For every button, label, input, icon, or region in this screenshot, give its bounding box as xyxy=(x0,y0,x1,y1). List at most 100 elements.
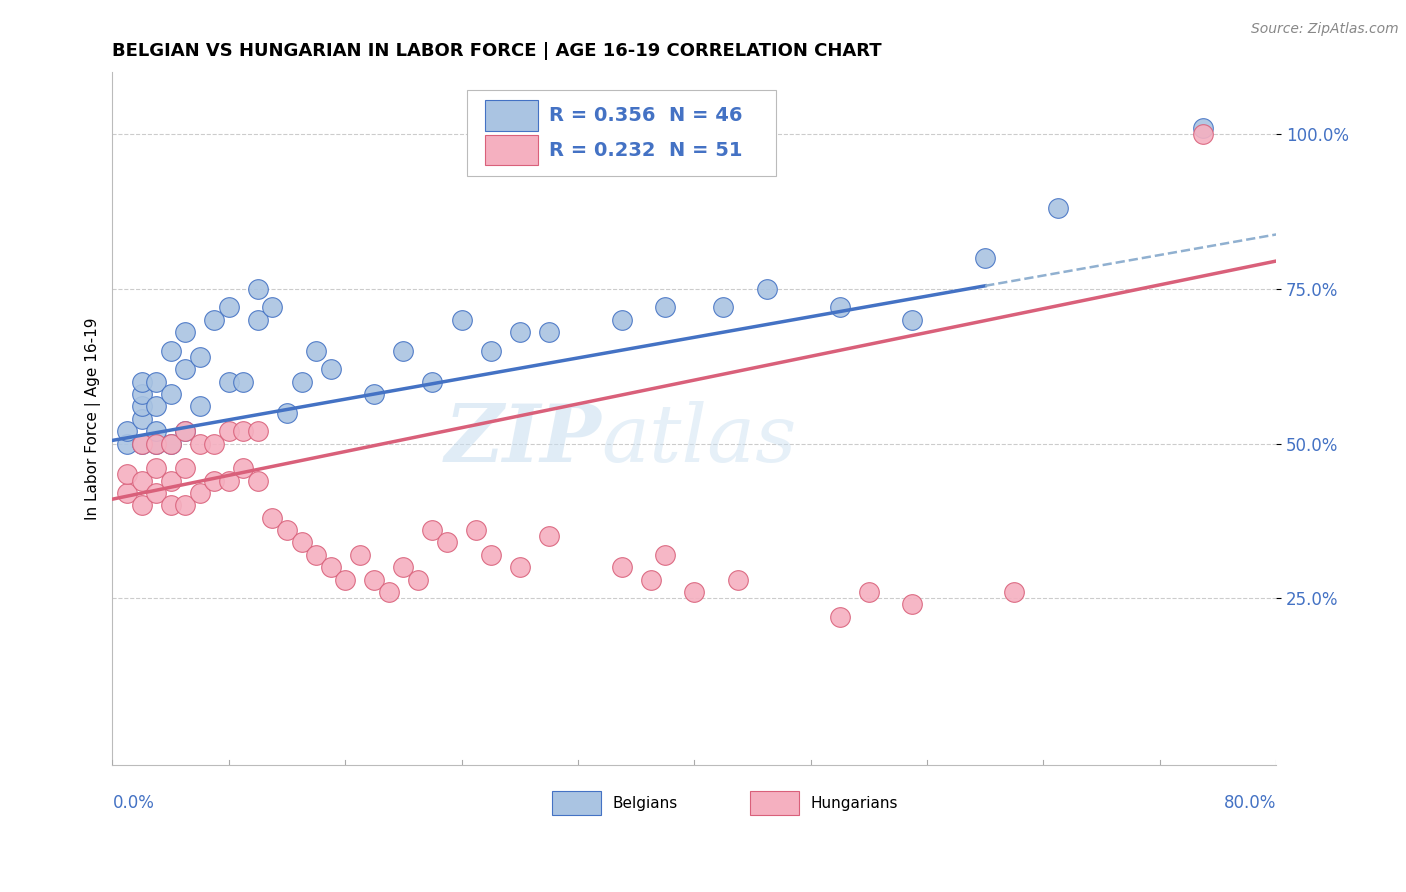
Y-axis label: In Labor Force | Age 16-19: In Labor Force | Age 16-19 xyxy=(86,318,101,520)
Point xyxy=(174,424,197,438)
Point xyxy=(246,424,269,438)
Point xyxy=(246,282,269,296)
Point xyxy=(246,474,269,488)
Point xyxy=(406,573,429,587)
Point xyxy=(115,424,138,438)
Point xyxy=(828,301,851,315)
Point xyxy=(232,424,254,438)
Point xyxy=(479,343,502,358)
Point xyxy=(131,474,153,488)
Text: Hungarians: Hungarians xyxy=(811,796,898,811)
Point xyxy=(392,560,415,574)
Point xyxy=(131,400,153,414)
Point xyxy=(232,375,254,389)
Point xyxy=(188,400,211,414)
FancyBboxPatch shape xyxy=(751,791,799,815)
Text: R = 0.232: R = 0.232 xyxy=(548,141,655,160)
Text: Belgians: Belgians xyxy=(613,796,678,811)
Point xyxy=(290,375,312,389)
FancyBboxPatch shape xyxy=(485,100,538,130)
Point xyxy=(654,301,676,315)
Point xyxy=(145,436,167,450)
Point xyxy=(174,499,197,513)
Text: 80.0%: 80.0% xyxy=(1223,794,1277,813)
Point xyxy=(654,548,676,562)
Point xyxy=(858,585,880,599)
Point xyxy=(131,436,153,450)
Point xyxy=(537,325,560,339)
Point xyxy=(218,375,240,389)
Point xyxy=(727,573,749,587)
Text: ZIP: ZIP xyxy=(444,401,602,478)
Point xyxy=(131,411,153,425)
Point xyxy=(305,343,328,358)
Point xyxy=(1192,121,1215,136)
Point xyxy=(711,301,734,315)
Point xyxy=(509,560,531,574)
Point xyxy=(202,313,225,327)
Point xyxy=(509,325,531,339)
Text: Source: ZipAtlas.com: Source: ZipAtlas.com xyxy=(1251,22,1399,37)
Point xyxy=(188,350,211,364)
Text: BELGIAN VS HUNGARIAN IN LABOR FORCE | AGE 16-19 CORRELATION CHART: BELGIAN VS HUNGARIAN IN LABOR FORCE | AG… xyxy=(112,42,882,60)
Point xyxy=(145,436,167,450)
Point xyxy=(319,362,342,376)
Point xyxy=(683,585,706,599)
Point xyxy=(828,609,851,624)
Point xyxy=(159,387,181,401)
Point xyxy=(115,486,138,500)
Point xyxy=(218,474,240,488)
Point xyxy=(188,486,211,500)
Point xyxy=(901,597,924,611)
Point xyxy=(333,573,356,587)
Point xyxy=(202,436,225,450)
Point xyxy=(159,474,181,488)
FancyBboxPatch shape xyxy=(485,135,538,165)
Point xyxy=(145,375,167,389)
Point xyxy=(174,325,197,339)
Point xyxy=(901,313,924,327)
Point xyxy=(131,499,153,513)
Point xyxy=(349,548,371,562)
Text: N = 46: N = 46 xyxy=(669,106,742,125)
Point xyxy=(422,375,444,389)
Text: atlas: atlas xyxy=(602,401,797,478)
Point xyxy=(290,535,312,549)
Point xyxy=(610,560,633,574)
Point xyxy=(1046,202,1069,216)
Point xyxy=(537,529,560,543)
Point xyxy=(363,573,385,587)
Point xyxy=(974,251,997,265)
Point xyxy=(145,400,167,414)
Point xyxy=(174,362,197,376)
Point xyxy=(145,486,167,500)
Point xyxy=(450,313,472,327)
Point xyxy=(610,313,633,327)
Point xyxy=(145,461,167,475)
Point xyxy=(202,474,225,488)
Point xyxy=(131,436,153,450)
Point xyxy=(479,548,502,562)
Point xyxy=(174,424,197,438)
Point xyxy=(1002,585,1025,599)
Point xyxy=(1192,128,1215,142)
Point xyxy=(159,343,181,358)
Point xyxy=(232,461,254,475)
Point xyxy=(188,436,211,450)
Point xyxy=(436,535,458,549)
Point xyxy=(319,560,342,574)
Point xyxy=(131,387,153,401)
Point xyxy=(640,573,662,587)
Point xyxy=(159,436,181,450)
Point xyxy=(305,548,328,562)
Point xyxy=(422,523,444,537)
Point xyxy=(218,301,240,315)
Point xyxy=(115,467,138,482)
Point xyxy=(115,436,138,450)
Point xyxy=(276,406,298,420)
FancyBboxPatch shape xyxy=(467,90,776,177)
Point xyxy=(131,375,153,389)
Point xyxy=(246,313,269,327)
Point xyxy=(159,499,181,513)
Point xyxy=(262,301,284,315)
